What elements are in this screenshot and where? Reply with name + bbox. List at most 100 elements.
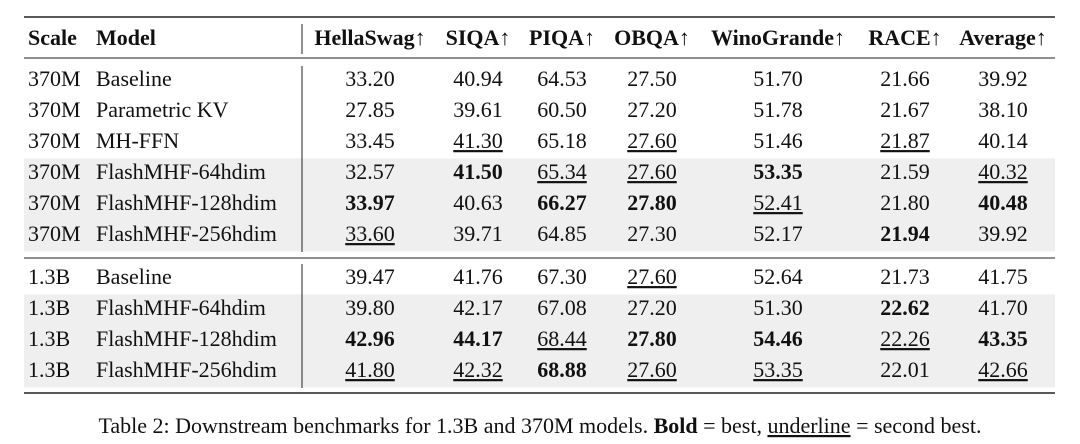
table-cell: FlashMHF-256hdim [96, 357, 277, 382]
column-header: Model [96, 25, 156, 50]
table-cell: 64.53 [537, 66, 587, 91]
table-cell: 40.32 [978, 159, 1028, 184]
table-cell: 51.30 [753, 295, 803, 320]
table-cell: 22.26 [880, 326, 930, 351]
table-cell: 27.85 [345, 97, 395, 122]
table-cell: 67.30 [537, 264, 587, 289]
table-cell: 1.3B [28, 326, 70, 351]
table-cell: 40.48 [978, 190, 1028, 215]
row-shade [24, 356, 1055, 388]
column-header: Average↑ [959, 25, 1047, 50]
table-cell: 39.80 [345, 295, 395, 320]
row-shade [24, 220, 1055, 252]
table-cell: 39.92 [978, 66, 1028, 91]
caption-part: Bold [654, 413, 698, 438]
table-cell: 66.27 [537, 190, 587, 215]
table-cell: 51.46 [753, 128, 803, 153]
caption-part: Table 2: Downstream benchmarks for 1.3B … [99, 413, 654, 438]
table-cell: 44.17 [453, 326, 503, 351]
table-cell: 21.94 [880, 221, 930, 246]
table-cell: 68.88 [537, 357, 587, 382]
table-cell: FlashMHF-256hdim [96, 221, 277, 246]
table-cell: 40.94 [453, 66, 503, 91]
table-cell: 43.35 [978, 326, 1028, 351]
table-cell: 38.10 [978, 97, 1028, 122]
table-cell: FlashMHF-128hdim [96, 326, 277, 351]
row-shade [24, 294, 1055, 326]
table-cell: 42.66 [978, 357, 1028, 382]
table-cell: MH-FFN [96, 128, 179, 153]
table-cell: 27.20 [627, 295, 677, 320]
table-cell: 60.50 [537, 97, 587, 122]
table-cell: 21.59 [880, 159, 930, 184]
table-cell: Parametric KV [96, 97, 229, 122]
table-cell: 370M [28, 221, 81, 246]
table-cell: FlashMHF-64hdim [96, 159, 266, 184]
table-cell: 370M [28, 97, 81, 122]
table-cell: 27.60 [627, 128, 677, 153]
table-cell: 41.30 [453, 128, 503, 153]
row-shade [24, 189, 1055, 221]
table-cell: 42.32 [453, 357, 503, 382]
table-cell: 41.50 [453, 159, 503, 184]
table-cell: 370M [28, 190, 81, 215]
table-cell: 370M [28, 66, 81, 91]
table-cell: 32.57 [345, 159, 395, 184]
table-cell: 21.67 [880, 97, 930, 122]
table-cell: 53.35 [753, 159, 803, 184]
table-cell: 41.80 [345, 357, 395, 382]
caption-part: = best, [698, 413, 768, 438]
column-header: RACE↑ [868, 25, 941, 50]
caption: Table 2: Downstream benchmarks for 1.3B … [99, 413, 982, 438]
table-cell: 370M [28, 128, 81, 153]
table-cell: 27.20 [627, 97, 677, 122]
table-cell: 21.80 [880, 190, 930, 215]
table-cell: 52.64 [753, 264, 803, 289]
table-cell: 51.78 [753, 97, 803, 122]
table-cell: 21.87 [880, 128, 930, 153]
table-cell: 64.85 [537, 221, 587, 246]
column-header: PIQA↑ [529, 25, 595, 50]
column-header: SIQA↑ [446, 25, 511, 50]
table-cell: 52.41 [753, 190, 803, 215]
table-cell: 42.17 [453, 295, 503, 320]
caption-part: = second best. [851, 413, 982, 438]
table-cell: 370M [28, 159, 81, 184]
table-cell: 21.73 [880, 264, 930, 289]
table-cell: 27.50 [627, 66, 677, 91]
table-cell: 39.61 [453, 97, 503, 122]
table-cell: 40.63 [453, 190, 503, 215]
table-cell: 27.60 [627, 357, 677, 382]
table-cell: 33.60 [345, 221, 395, 246]
table-cell: 39.92 [978, 221, 1028, 246]
table-cell: 52.17 [753, 221, 803, 246]
table-cell: 53.35 [753, 357, 803, 382]
table-cell: 33.45 [345, 128, 395, 153]
table-cell: 39.47 [345, 264, 395, 289]
table-cell: 22.62 [880, 295, 930, 320]
table-cell: 67.08 [537, 295, 587, 320]
table-cell: 27.60 [627, 159, 677, 184]
column-header: HellaSwag↑ [314, 25, 425, 50]
table-cell: 1.3B [28, 295, 70, 320]
table-cell: FlashMHF-128hdim [96, 190, 277, 215]
table-cell: 41.75 [978, 264, 1028, 289]
table-cell: 42.96 [345, 326, 395, 351]
table-cell: 27.60 [627, 264, 677, 289]
table-cell: 65.18 [537, 128, 587, 153]
table-cell: 41.70 [978, 295, 1028, 320]
table-cell: 65.34 [537, 159, 587, 184]
column-header: OBQA↑ [614, 25, 690, 50]
table-cell: 21.66 [880, 66, 930, 91]
table-cell: Baseline [96, 66, 172, 91]
row-shade [24, 158, 1055, 190]
caption-part: underline [767, 413, 850, 438]
table-cell: FlashMHF-64hdim [96, 295, 266, 320]
table-cell: 68.44 [537, 326, 587, 351]
table-cell: 1.3B [28, 264, 70, 289]
table-cell: 33.97 [345, 190, 395, 215]
table-cell: 41.76 [453, 264, 503, 289]
table-cell: 22.01 [880, 357, 930, 382]
table-cell: Baseline [96, 264, 172, 289]
